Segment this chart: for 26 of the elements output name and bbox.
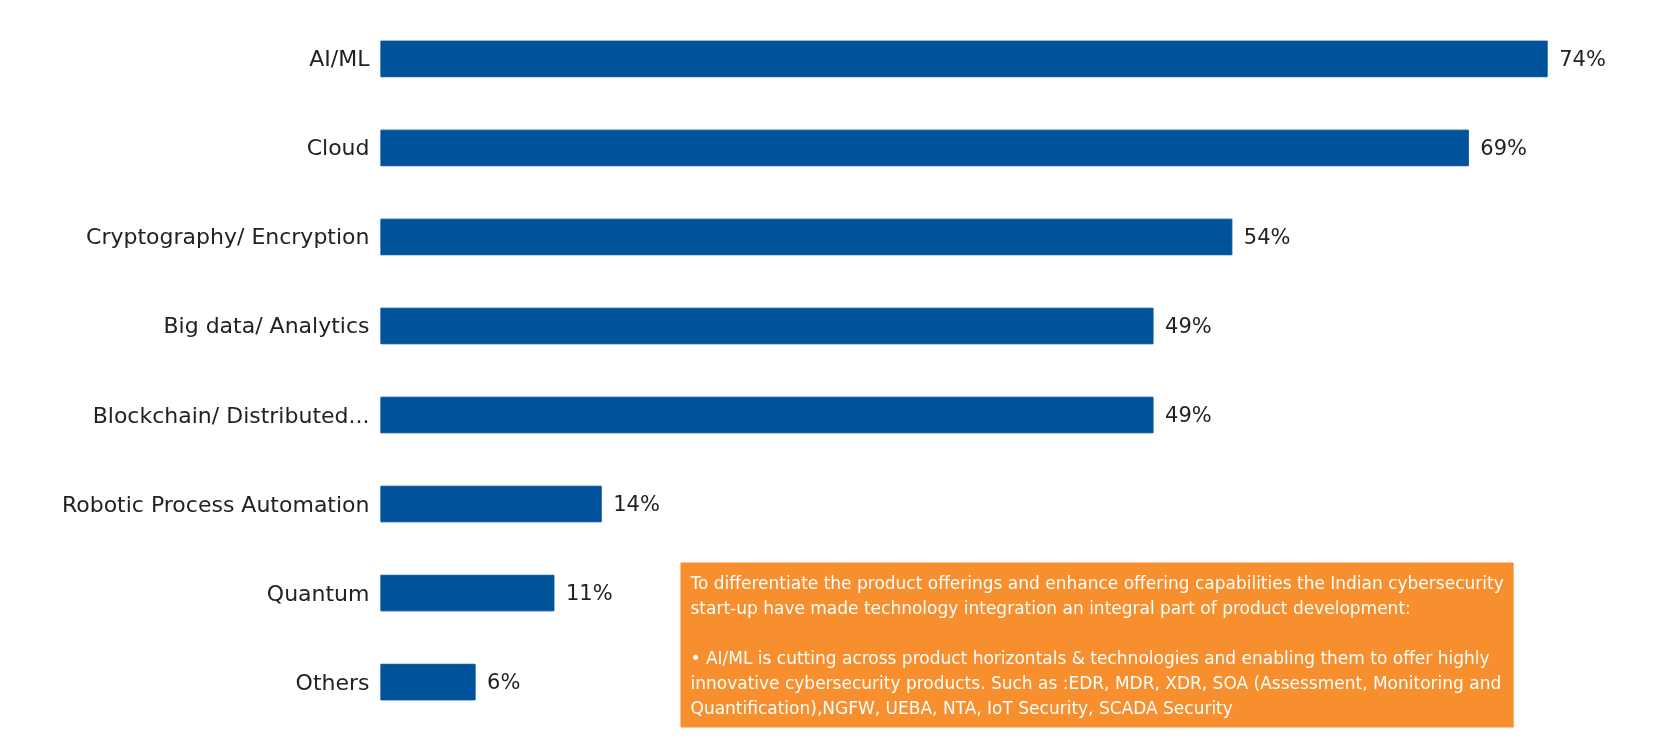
y-tick-label: Cryptography/ Encryption xyxy=(86,224,370,250)
bar xyxy=(380,663,476,701)
y-tick-label: Blockchain/ Distributed... xyxy=(92,402,370,428)
data-label: 14% xyxy=(613,492,660,517)
bar xyxy=(380,307,1154,345)
y-tick-label: Robotic Process Automation xyxy=(61,491,370,517)
annotation: To differentiate the product offerings and enhance offering capabilities the Indian cybersecurity start-up have made technology integration an integral part of product development: xyxy=(689,572,1504,618)
y-tick-label: Cloud xyxy=(306,135,370,161)
y-tick-label: Others xyxy=(295,669,370,695)
y-tick-label: Quantum xyxy=(266,580,370,606)
annotation: • AI/ML is cutting across product horizontals & technologies and enabling them to offer highly innovative cybersecurity products. Such as :EDR, MDR, XDR, SOA (Assessment, Monitoring and Quantification),NGFW, UEBA, NTA, IoT Security, SCADA Security xyxy=(690,647,1502,718)
bar xyxy=(380,218,1233,256)
data-label: 69% xyxy=(1480,135,1528,160)
bar xyxy=(380,40,1548,78)
bar xyxy=(380,574,555,612)
data-label: 6% xyxy=(487,670,521,695)
data-label: 49% xyxy=(1165,313,1212,338)
y-tick-label: Big data/ Analytics xyxy=(163,313,370,339)
data-label: 11% xyxy=(565,581,613,606)
data-label: 74% xyxy=(1559,46,1606,71)
bar xyxy=(380,396,1154,434)
bar xyxy=(380,485,602,523)
data-label: 49% xyxy=(1165,403,1212,428)
bar xyxy=(380,129,1469,167)
y-tick-label: AI/ML xyxy=(309,46,371,72)
data-label: 54% xyxy=(1243,224,1291,249)
